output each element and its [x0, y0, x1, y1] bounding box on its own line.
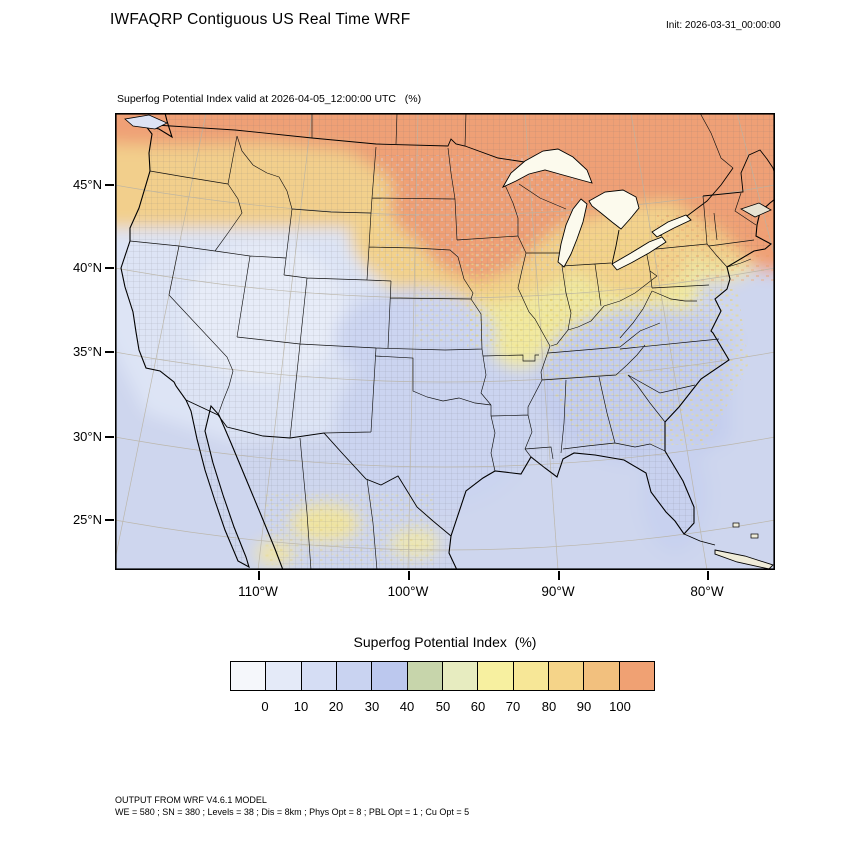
colorbar-tick: 100	[609, 699, 631, 714]
colorbar-cell	[618, 661, 655, 691]
colorbar-tick: 90	[576, 699, 592, 714]
map-subtitle: Superfog Potential Index valid at 2026-0…	[117, 93, 422, 105]
lon-label-110w: 110°W	[238, 584, 278, 599]
colorbar-cell	[300, 661, 337, 691]
graticule	[115, 113, 775, 570]
colorbar-cell	[230, 661, 267, 691]
map-frame	[115, 113, 776, 570]
colorbar-tick-labels: 0 10 20 30 40 50 60 70 80 90 100	[230, 699, 655, 715]
colorbar-tick: 50	[435, 699, 451, 714]
lon-label-90w: 90°W	[541, 584, 575, 599]
international-borders	[154, 124, 775, 537]
lon-tick	[707, 571, 709, 580]
colorbar-cell	[406, 661, 443, 691]
lat-label-45n: 45°N	[72, 177, 102, 192]
lat-tick	[105, 351, 114, 353]
lon-label-80w: 80°W	[690, 584, 724, 599]
colorbar-tick: 80	[541, 699, 557, 714]
colorbar-tick: 60	[470, 699, 486, 714]
lat-label-35n: 35°N	[72, 344, 102, 359]
colorbar-title: Superfog Potential Index (%)	[353, 634, 537, 650]
footer-model-info: OUTPUT FROM WRF V4.6.1 MODEL	[115, 795, 267, 805]
lat-label-40n: 40°N	[72, 260, 102, 275]
lon-tick	[258, 571, 260, 580]
state-borders	[129, 113, 757, 570]
colorbar-cell	[547, 661, 585, 691]
colorbar-tick: 40	[399, 699, 415, 714]
colorbar-tick: 70	[505, 699, 521, 714]
page-title: IWFAQRP Contiguous US Real Time WRF	[110, 11, 411, 28]
colorbar-tick: 20	[328, 699, 344, 714]
init-timestamp: Init: 2026-03-31_00:00:00	[666, 20, 781, 31]
lat-label-30n: 30°N	[72, 429, 102, 444]
conus-map-svg	[115, 113, 776, 570]
colorbar-tick: 0	[261, 699, 269, 714]
colorbar-cell	[265, 661, 302, 691]
islands	[124, 114, 774, 570]
colorbar-cell	[477, 661, 514, 691]
lat-label-25n: 25°N	[72, 512, 102, 527]
lon-label-100w: 100°W	[387, 584, 429, 599]
colorbar-tick: 30	[364, 699, 380, 714]
colorbar-cell	[583, 661, 620, 691]
colorbar-cell	[371, 661, 408, 691]
colorbar-cell	[335, 661, 373, 691]
great-lakes	[501, 148, 692, 271]
lat-tick	[105, 267, 114, 269]
lat-tick	[105, 519, 114, 521]
lat-tick	[105, 184, 114, 186]
lon-tick	[408, 571, 410, 580]
colorbar-tick: 10	[293, 699, 309, 714]
colorbar-cell	[512, 661, 549, 691]
footer-config-info: WE = 580 ; SN = 380 ; Levels = 38 ; Dis …	[115, 807, 470, 817]
colorbar	[230, 661, 655, 691]
lat-tick	[105, 436, 114, 438]
map-canvas	[115, 113, 776, 570]
colorbar-cell	[441, 661, 479, 691]
lon-tick	[558, 571, 560, 580]
